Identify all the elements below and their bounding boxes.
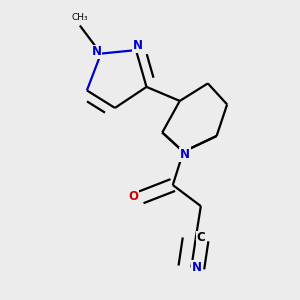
Text: N: N bbox=[133, 39, 143, 52]
Text: N: N bbox=[192, 261, 202, 274]
Text: CH₃: CH₃ bbox=[72, 13, 88, 22]
Text: N: N bbox=[180, 148, 190, 161]
Text: N: N bbox=[92, 45, 102, 58]
Text: C: C bbox=[196, 231, 205, 244]
Text: O: O bbox=[128, 190, 139, 203]
